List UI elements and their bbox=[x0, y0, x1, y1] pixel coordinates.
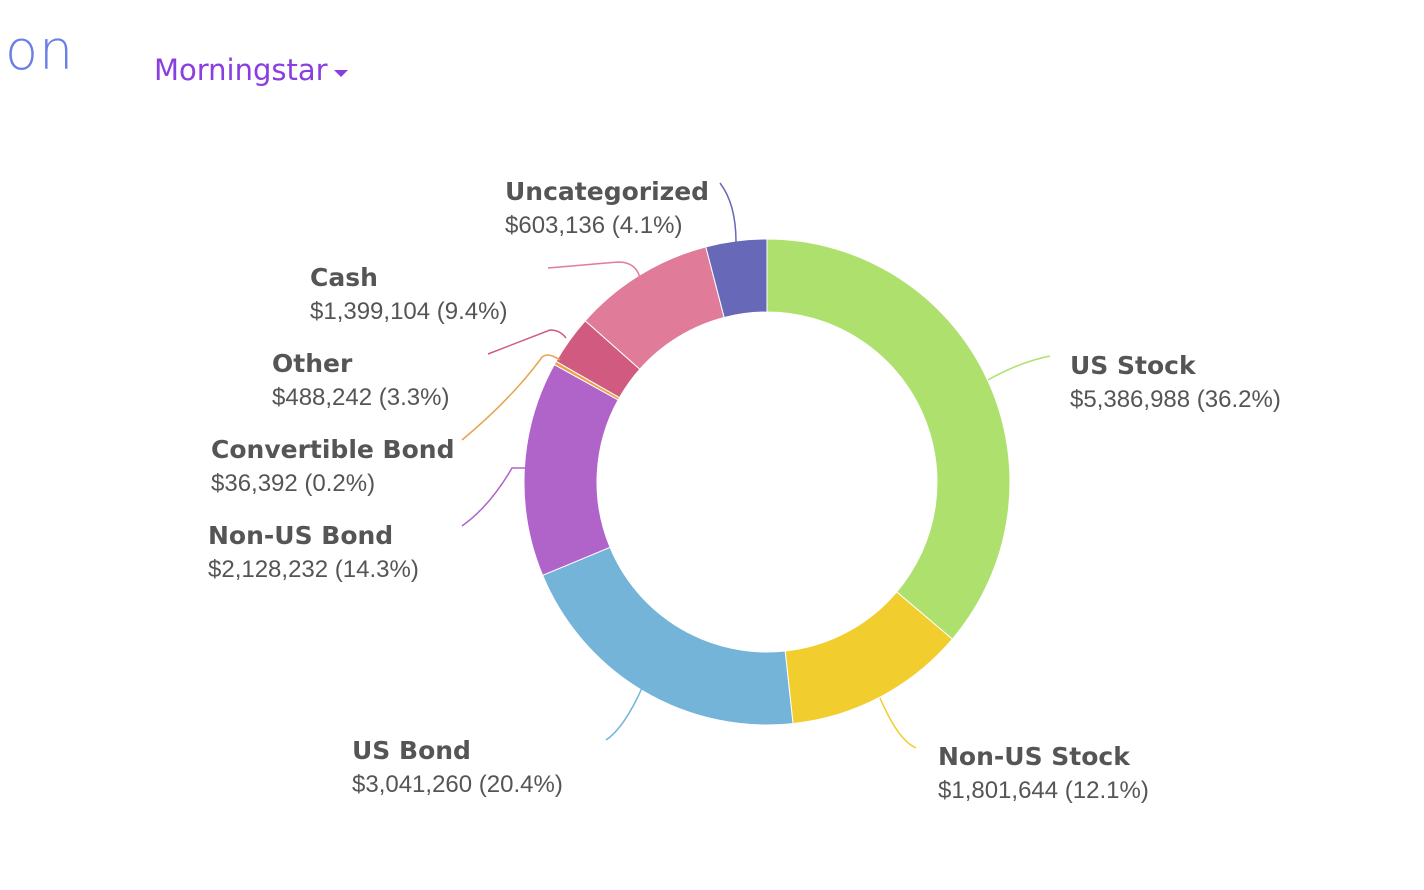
slice-label-name: Convertible Bond bbox=[211, 435, 454, 464]
slice-label-name: Non-US Bond bbox=[208, 521, 393, 550]
slice-non-us-bond[interactable] bbox=[523, 363, 619, 576]
slice-label-value: $488,242 (3.3%) bbox=[272, 384, 449, 411]
slice-label-name: US Bond bbox=[352, 736, 471, 765]
leader-line bbox=[987, 355, 1051, 381]
slice-label-value: $1,801,644 (12.1%) bbox=[938, 777, 1149, 804]
caret-down-icon bbox=[333, 70, 348, 77]
slice-uncategorized[interactable] bbox=[705, 238, 768, 319]
leader-line bbox=[487, 329, 567, 355]
leader-line bbox=[547, 261, 641, 279]
slice-label-value: $3,041,260 (20.4%) bbox=[352, 771, 563, 798]
slice-label-value: $603,136 (4.1%) bbox=[505, 212, 682, 239]
slice-us-stock[interactable] bbox=[766, 238, 1011, 640]
leader-line bbox=[879, 697, 917, 749]
page-title: cation bbox=[0, 24, 75, 78]
data-source-label: Morningstar bbox=[154, 53, 328, 87]
leader-line bbox=[461, 467, 526, 527]
slice-labels: US Stock $5,386,988 (36.2%) Non-US Stock $1… bbox=[208, 177, 1281, 804]
slice-us-bond[interactable] bbox=[541, 546, 794, 726]
leader-line bbox=[605, 687, 643, 741]
slice-label-value: $2,128,232 (14.3%) bbox=[208, 556, 419, 583]
slice-label-name: Non-US Stock bbox=[938, 742, 1131, 771]
slice-label-value: $1,399,104 (9.4%) bbox=[310, 298, 507, 325]
label-leader-lines bbox=[461, 182, 1051, 749]
slice-label-name: Cash bbox=[310, 263, 378, 292]
slice-label-name: Other bbox=[272, 349, 353, 378]
donut-slices bbox=[523, 238, 1011, 726]
slice-label-value: $5,386,988 (36.2%) bbox=[1070, 386, 1281, 413]
leader-line bbox=[719, 182, 737, 243]
slice-label-value: $36,392 (0.2%) bbox=[211, 470, 375, 497]
data-source-dropdown[interactable]: Morningstar bbox=[154, 56, 348, 85]
slice-label-name: Uncategorized bbox=[505, 177, 709, 206]
slice-label-name: US Stock bbox=[1070, 351, 1197, 380]
leader-line bbox=[461, 354, 561, 441]
